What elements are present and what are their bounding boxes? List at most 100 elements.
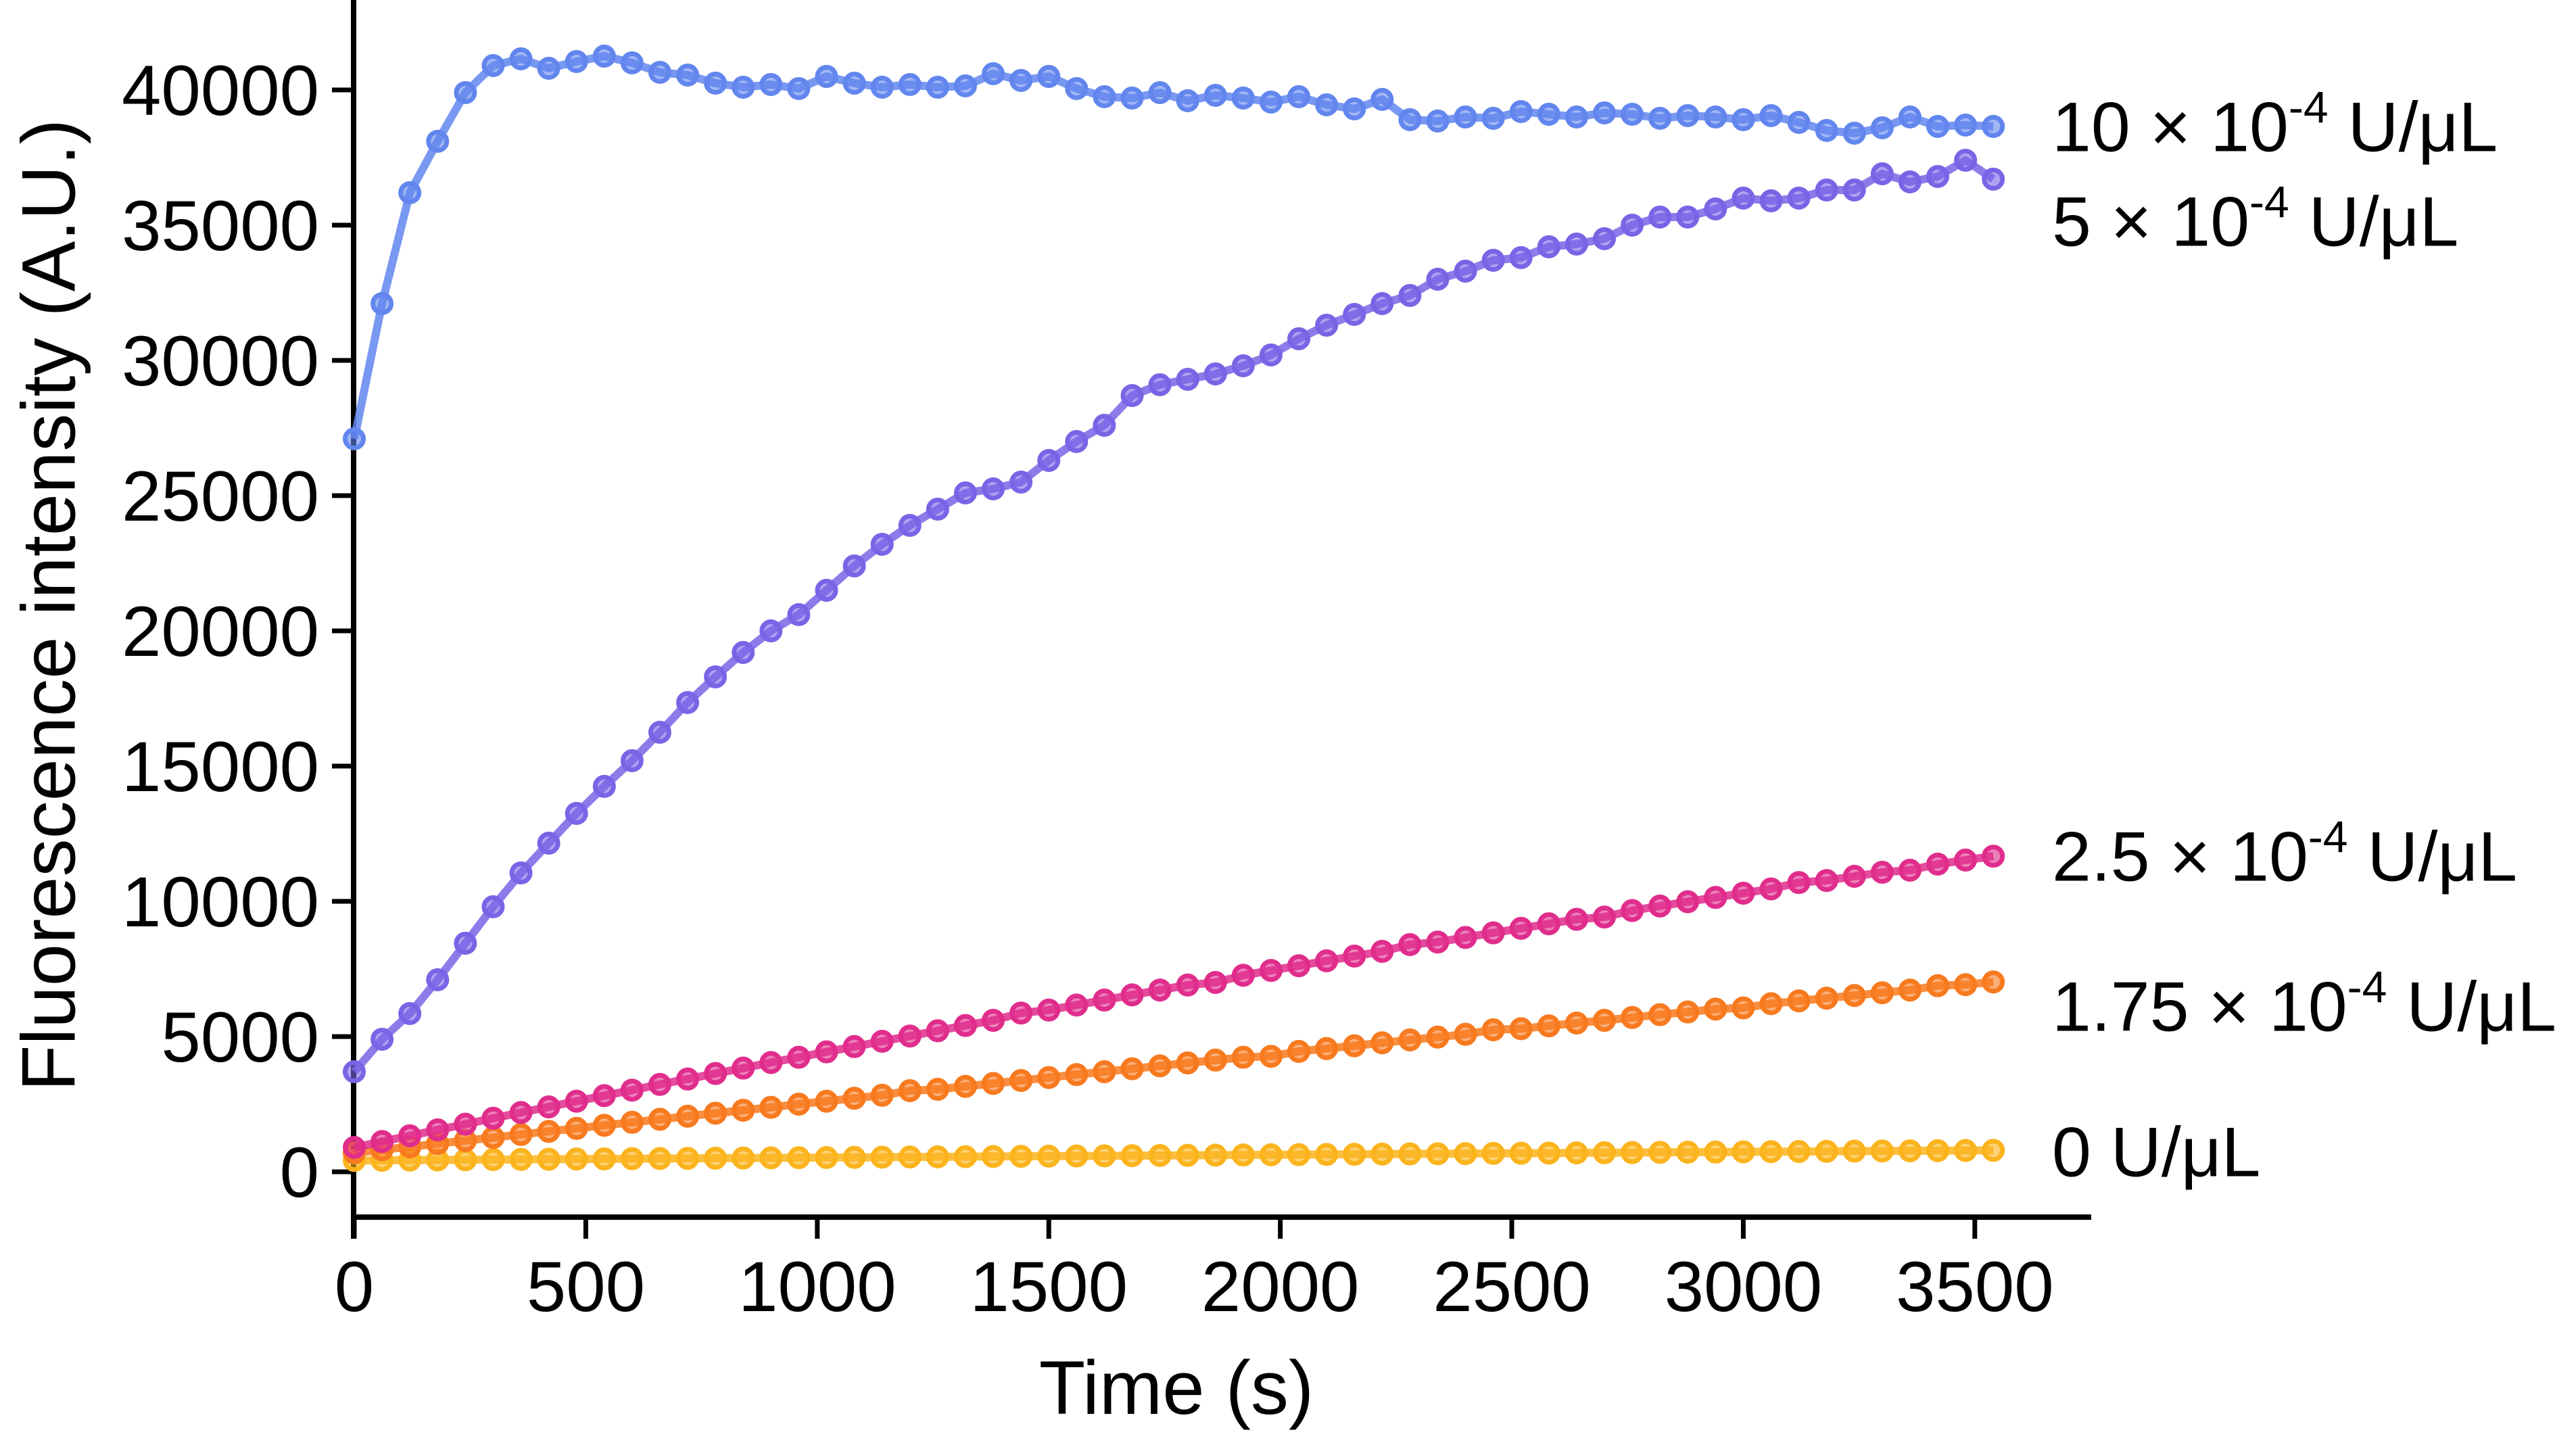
data-point-c10 bbox=[343, 427, 366, 450]
data-point-c2_5 bbox=[371, 1130, 394, 1154]
data-point-c10 bbox=[1592, 101, 1616, 124]
data-point-c0 bbox=[1065, 1144, 1089, 1168]
data-point-c2_5 bbox=[1120, 983, 1144, 1007]
data-point-c1_75 bbox=[1203, 1048, 1227, 1072]
data-point-c10 bbox=[982, 62, 1005, 85]
data-point-c2_5 bbox=[481, 1106, 505, 1130]
data-point-c1_75 bbox=[1176, 1051, 1199, 1074]
data-point-c1_75 bbox=[1259, 1045, 1283, 1068]
data-point-c2_5 bbox=[1509, 917, 1533, 940]
data-point-c0 bbox=[1982, 1139, 2005, 1162]
y-axis-title: Fluorescence intensity (A.U.) bbox=[6, 119, 91, 1091]
data-point-c0 bbox=[1842, 1139, 1866, 1163]
data-point-c0 bbox=[1203, 1143, 1227, 1167]
data-point-c5 bbox=[953, 481, 977, 504]
data-point-c5 bbox=[982, 477, 1005, 500]
data-point-c1_75 bbox=[704, 1101, 728, 1125]
data-point-c5 bbox=[1120, 384, 1144, 407]
data-point-c10 bbox=[1842, 122, 1866, 145]
data-point-c5 bbox=[1870, 162, 1894, 185]
data-point-c10 bbox=[787, 77, 811, 100]
data-point-c1_75 bbox=[1870, 981, 1894, 1005]
series-label-c5: 5 × 10-4 U/μL bbox=[2052, 176, 2458, 261]
y-tick-label: 25000 bbox=[122, 457, 319, 536]
data-point-c10 bbox=[1176, 89, 1199, 112]
data-point-c0 bbox=[676, 1147, 700, 1170]
data-point-c2_5 bbox=[565, 1089, 588, 1113]
data-point-c5 bbox=[371, 1028, 394, 1051]
data-point-c0 bbox=[759, 1146, 783, 1170]
data-point-c10 bbox=[1065, 77, 1089, 100]
data-point-c1_75 bbox=[1287, 1040, 1310, 1063]
data-point-c0 bbox=[815, 1145, 838, 1169]
data-point-c0 bbox=[704, 1146, 728, 1170]
data-point-c10 bbox=[1370, 88, 1394, 111]
data-point-c2_5 bbox=[1481, 921, 1505, 945]
y-tick-label: 35000 bbox=[122, 187, 319, 266]
data-point-c5 bbox=[1565, 233, 1588, 256]
data-point-c1_75 bbox=[1954, 973, 1978, 997]
data-point-c1_75 bbox=[676, 1104, 700, 1128]
data-point-c2_5 bbox=[1287, 954, 1310, 978]
data-point-c5 bbox=[537, 832, 560, 855]
data-point-c10 bbox=[481, 54, 505, 77]
data-point-c10 bbox=[1537, 103, 1560, 126]
data-point-c10 bbox=[759, 73, 783, 96]
data-point-c1_75 bbox=[1842, 984, 1866, 1007]
y-tick-label: 5000 bbox=[161, 998, 319, 1077]
data-point-c2_5 bbox=[1370, 940, 1394, 963]
data-point-c10 bbox=[454, 81, 477, 104]
data-point-c2_5 bbox=[1648, 895, 1672, 918]
data-point-c5 bbox=[592, 775, 616, 798]
data-point-c5 bbox=[1093, 414, 1116, 437]
data-point-c10 bbox=[1621, 103, 1644, 126]
data-point-c5 bbox=[1926, 165, 1950, 188]
data-point-c5 bbox=[1704, 197, 1727, 220]
data-point-c5 bbox=[1648, 206, 1672, 229]
data-point-c0 bbox=[1454, 1142, 1477, 1166]
data-point-c0 bbox=[1759, 1140, 1783, 1164]
data-point-c10 bbox=[1398, 108, 1422, 131]
data-point-c0 bbox=[1787, 1140, 1811, 1164]
data-point-c10 bbox=[1565, 105, 1588, 128]
data-point-c10 bbox=[926, 76, 949, 99]
x-tick-label: 1000 bbox=[738, 1248, 897, 1327]
x-tick-label: 2500 bbox=[1433, 1248, 1591, 1327]
data-point-c5 bbox=[1509, 246, 1533, 269]
data-point-c5 bbox=[1982, 168, 2005, 191]
data-point-c1_75 bbox=[1759, 992, 1783, 1016]
data-point-c2_5 bbox=[648, 1072, 671, 1096]
data-point-c10 bbox=[1203, 84, 1227, 107]
data-point-c5 bbox=[1231, 354, 1255, 377]
data-point-c5 bbox=[481, 895, 505, 918]
data-point-c2_5 bbox=[592, 1084, 616, 1108]
data-point-c1_75 bbox=[732, 1099, 755, 1122]
data-point-c5 bbox=[1037, 449, 1061, 472]
data-point-c10 bbox=[704, 72, 728, 95]
data-point-c2_5 bbox=[1259, 959, 1283, 982]
x-tick-label: 2000 bbox=[1201, 1248, 1360, 1327]
data-point-c5 bbox=[1954, 149, 1978, 172]
data-point-c0 bbox=[481, 1147, 505, 1171]
data-point-c1_75 bbox=[1565, 1012, 1588, 1035]
data-point-c5 bbox=[1343, 303, 1366, 326]
data-point-c0 bbox=[1704, 1140, 1727, 1164]
series-line-c5 bbox=[351, 156, 1996, 1074]
data-point-c10 bbox=[1898, 105, 1922, 128]
data-point-c10 bbox=[1120, 87, 1144, 110]
data-point-c1_75 bbox=[1676, 1000, 1700, 1024]
data-point-c1_75 bbox=[1815, 987, 1838, 1010]
data-point-c1_75 bbox=[1481, 1018, 1505, 1041]
y-tick-label: 15000 bbox=[122, 728, 319, 807]
data-point-c10 bbox=[1704, 105, 1727, 128]
data-point-c10 bbox=[1982, 115, 2005, 138]
data-point-c2_5 bbox=[953, 1014, 977, 1037]
data-point-c2_5 bbox=[787, 1045, 811, 1069]
data-point-c0 bbox=[1732, 1140, 1755, 1164]
data-point-c10 bbox=[537, 57, 560, 80]
data-point-c0 bbox=[1259, 1143, 1283, 1166]
data-point-c10 bbox=[1315, 93, 1339, 116]
data-point-c10 bbox=[815, 65, 838, 88]
data-point-c10 bbox=[565, 50, 588, 73]
